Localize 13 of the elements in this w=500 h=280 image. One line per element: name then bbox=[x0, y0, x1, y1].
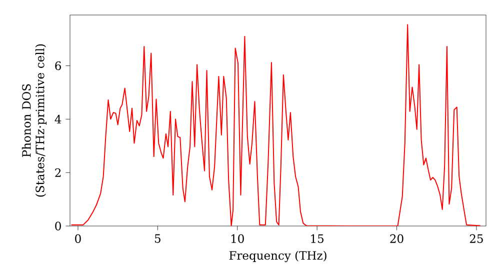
x-axis-title: Frequency (THz) bbox=[229, 250, 326, 262]
y-tick-label: 2 bbox=[55, 168, 61, 177]
x-tick-label: 15 bbox=[311, 234, 324, 243]
y-tick-label: 0 bbox=[55, 222, 61, 230]
x-tick-label: 0 bbox=[75, 234, 81, 243]
x-tick-label: 10 bbox=[231, 234, 244, 243]
x-tick-label: 20 bbox=[390, 234, 404, 243]
line-series bbox=[70, 24, 481, 226]
x-tick-label: 5 bbox=[154, 234, 160, 243]
x-tick-label: 25 bbox=[470, 234, 483, 243]
y-tick-label: 4 bbox=[54, 114, 62, 124]
y-tick-label: 6 bbox=[55, 61, 61, 70]
y-axis-title: Phonon DOS (States/THz·primitive cell) bbox=[22, 44, 47, 197]
